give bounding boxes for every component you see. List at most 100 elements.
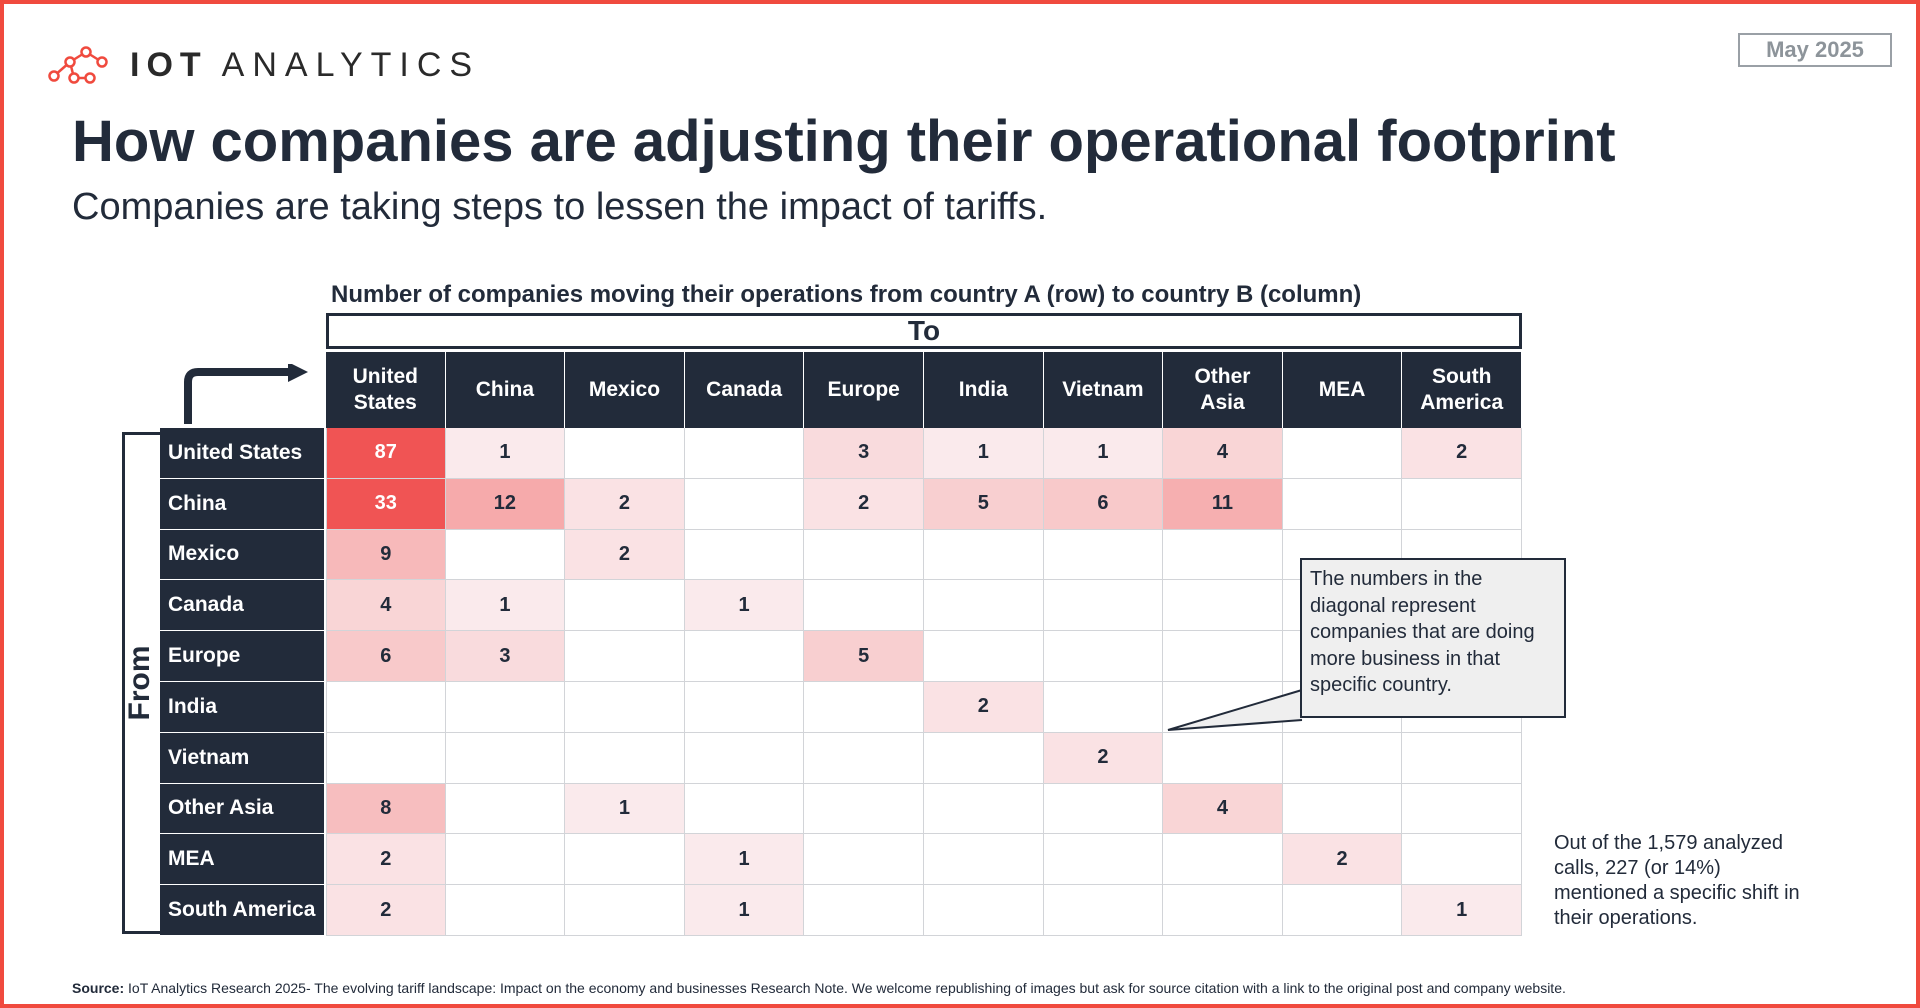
- heatmap-cell: 2: [1402, 428, 1522, 479]
- heatmap-cell: 2: [326, 885, 446, 936]
- heatmap-cell: [1043, 631, 1164, 682]
- heatmap-cell: 1: [1402, 885, 1522, 936]
- heatmap-cell: [1282, 783, 1403, 835]
- heatmap-cell: [1163, 732, 1283, 784]
- from-axis-label: From: [123, 645, 156, 721]
- heatmap-cell: [565, 885, 685, 936]
- column-header-europe: Europe: [804, 352, 923, 428]
- heatmap-cell: 1: [684, 580, 805, 632]
- heatmap-cell: [804, 885, 924, 936]
- heatmap-cell: 4: [1163, 783, 1283, 835]
- corner-arrow-icon: [184, 364, 308, 424]
- heatmap-cell: [445, 885, 566, 936]
- heatmap-cell: [445, 529, 566, 581]
- heatmap-cell: [1043, 834, 1164, 886]
- heatmap-cell: [1282, 478, 1403, 530]
- heatmap-cell: [1402, 732, 1522, 784]
- heatmap-cell: [445, 783, 566, 835]
- column-header-vietnam: Vietnam: [1043, 352, 1163, 428]
- heatmap-cell: [1163, 885, 1283, 936]
- column-header-china: China: [445, 352, 565, 428]
- heatmap-cell: [1402, 783, 1522, 835]
- callout-pointer: [1167, 689, 1303, 731]
- column-header-mexico: Mexico: [565, 352, 684, 428]
- column-header-south-america: South America: [1402, 352, 1521, 428]
- heatmap-cell: [1043, 529, 1164, 581]
- column-header-mea: MEA: [1282, 352, 1402, 428]
- heatmap-cell: [1043, 885, 1164, 936]
- heatmap-cell: [684, 682, 805, 733]
- row-header-other-asia: Other Asia: [160, 783, 324, 834]
- heatmap-cell: [326, 682, 446, 733]
- row-header-united-states: United States: [160, 428, 324, 478]
- heatmap-cell: [1402, 478, 1522, 530]
- logo-light-text: ANALYTICS: [221, 45, 481, 84]
- heatmap-cell: 6: [1043, 478, 1164, 530]
- heatmap-cell: 1: [924, 428, 1044, 479]
- heatmap-cell: [1163, 631, 1283, 682]
- row-header-china: China: [160, 478, 324, 529]
- row-header-india: India: [160, 682, 324, 732]
- brand-logo: IOT ANALYTICS: [46, 44, 480, 86]
- row-header-mexico: Mexico: [160, 529, 324, 580]
- heatmap-cell: 33: [326, 478, 446, 530]
- heatmap-cell: [1163, 580, 1283, 632]
- heatmap-cell: 12: [445, 478, 566, 530]
- heatmap-cell: [1282, 885, 1403, 936]
- heatmap-cell: 4: [1163, 428, 1283, 479]
- heatmap-cell: [565, 631, 685, 682]
- heatmap-cell: 6: [326, 631, 446, 682]
- heatmap-cell: [1043, 580, 1164, 632]
- heatmap-cell: [804, 580, 924, 632]
- heatmap-cell: [1043, 783, 1164, 835]
- date-badge: May 2025: [1738, 33, 1892, 67]
- heatmap-cell: 8: [326, 783, 446, 835]
- heatmap-cell: [804, 834, 924, 886]
- heatmap-cell: [445, 732, 566, 784]
- heatmap-cell: [924, 834, 1044, 886]
- heatmap-cell: [804, 732, 924, 784]
- page-title: How companies are adjusting their operat…: [72, 109, 1616, 174]
- heatmap-cell: 2: [565, 529, 685, 581]
- heatmap-cell: 2: [924, 682, 1044, 733]
- heatmap-cell: 1: [1043, 428, 1164, 479]
- column-header-canada: Canada: [684, 352, 804, 428]
- heatmap-cell: [684, 428, 805, 479]
- logo-bold-text: IOT: [130, 45, 208, 84]
- heatmap-cell: [1043, 682, 1164, 733]
- heatmap-cell: [445, 682, 566, 733]
- heatmap-cell: 5: [804, 631, 924, 682]
- column-header-united-states: United States: [326, 352, 445, 428]
- heatmap-cell: [1163, 834, 1283, 886]
- heatmap-cell: [684, 783, 805, 835]
- heatmap-cell: [1402, 834, 1522, 886]
- heatmap-cell: [804, 529, 924, 581]
- heatmap-cell: 1: [445, 428, 566, 479]
- heatmap-cell: 1: [684, 885, 805, 936]
- heatmap-cell: [565, 428, 685, 479]
- heatmap-cell: 3: [804, 428, 924, 479]
- heatmap-cell: [924, 529, 1044, 581]
- heatmap-cell: 11: [1163, 478, 1283, 530]
- heatmap-cell: [565, 580, 685, 632]
- heatmap-cell: [924, 580, 1044, 632]
- to-axis-label: To: [326, 313, 1522, 349]
- heatmap-cell: [804, 682, 924, 733]
- heatmap-cell: [924, 732, 1044, 784]
- chart-title: Number of companies moving their operati…: [331, 281, 1362, 308]
- from-bracket: [122, 432, 160, 934]
- diagonal-callout: The numbers in the diagonal represent co…: [1300, 558, 1566, 718]
- heatmap-cell: [565, 834, 685, 886]
- heatmap-cell: [1282, 428, 1403, 479]
- page-subtitle: Companies are taking steps to lessen the…: [72, 186, 1048, 228]
- heatmap-cell: [445, 834, 566, 886]
- heatmap-cell: 1: [565, 783, 685, 835]
- heatmap-cell: 9: [326, 529, 446, 581]
- heatmap-cell: [326, 732, 446, 784]
- source-footnote: Source: IoT Analytics Research 2025- The…: [72, 980, 1566, 996]
- row-header-mea: MEA: [160, 834, 324, 885]
- heatmap-cell: [924, 885, 1044, 936]
- heatmap-cell: 3: [445, 631, 566, 682]
- row-header-vietnam: Vietnam: [160, 732, 324, 783]
- heatmap-cell: 5: [924, 478, 1044, 530]
